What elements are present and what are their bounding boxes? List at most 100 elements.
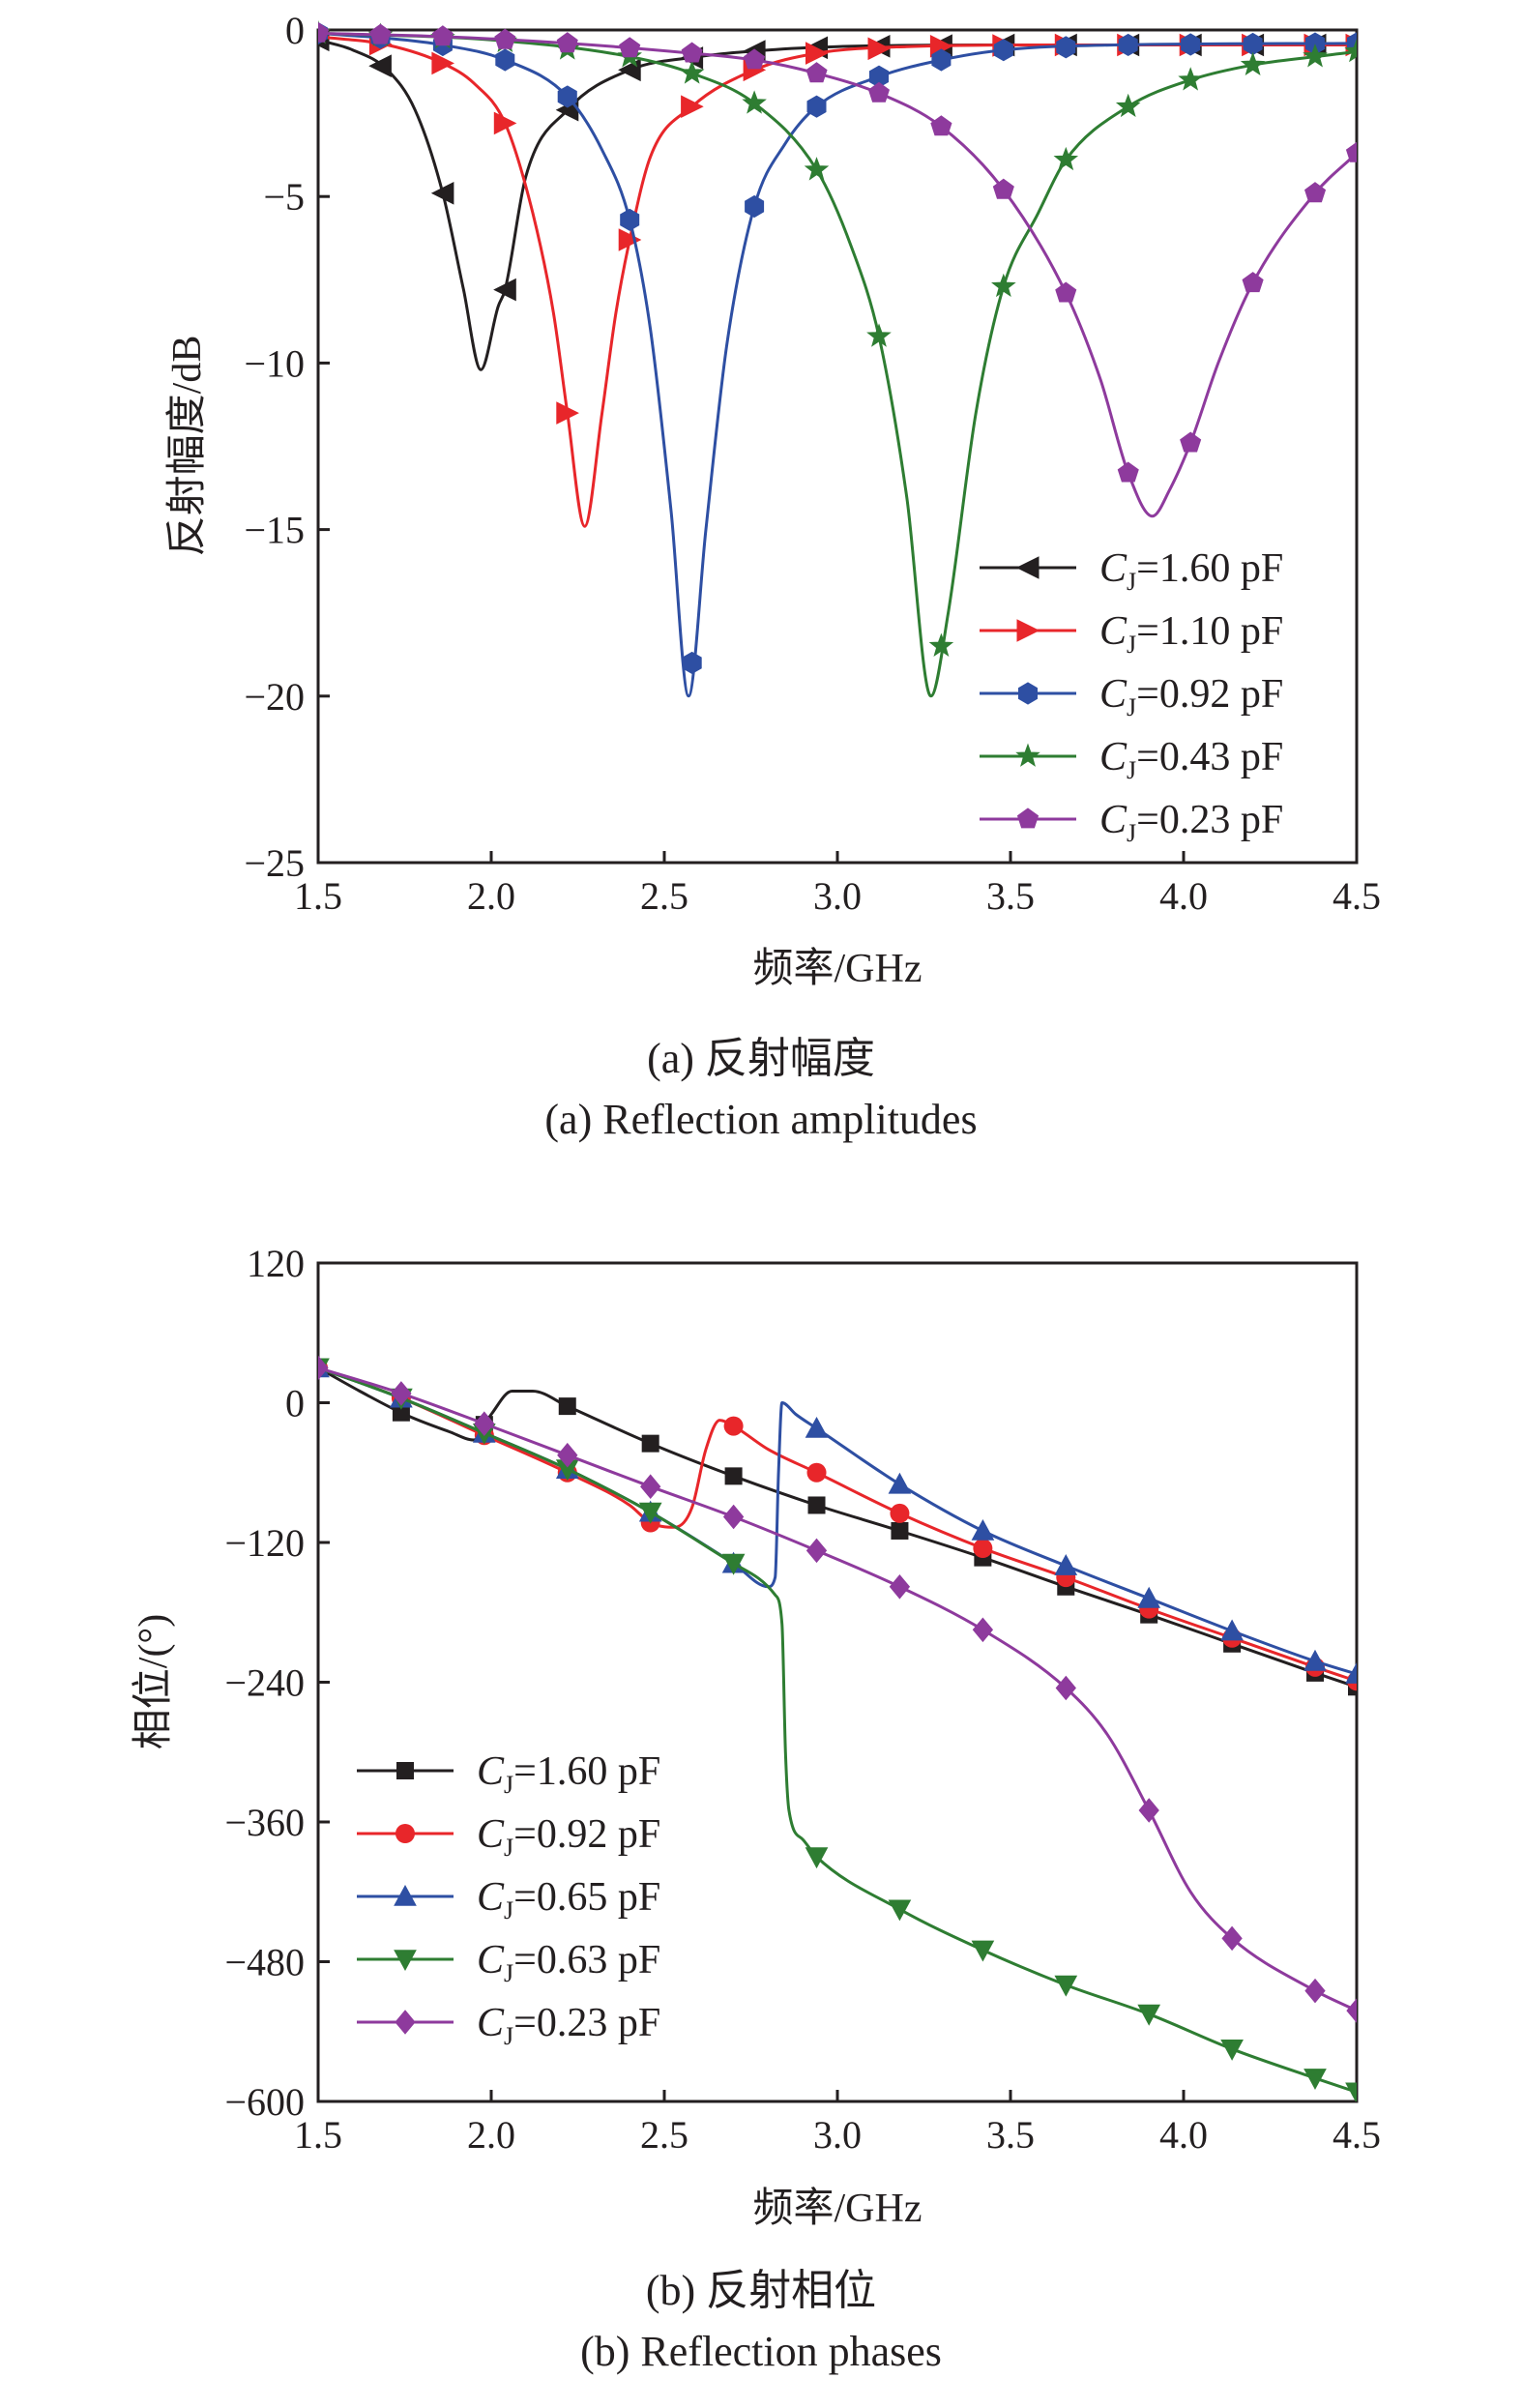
panel-a-legend-marker — [1015, 743, 1040, 767]
panel-a-series-marker — [866, 323, 892, 347]
panel-b-series-marker — [891, 1521, 909, 1540]
panel-a-series-marker — [494, 28, 516, 49]
panel-b-legend-marker — [394, 1884, 417, 1906]
panel-a-series-marker — [556, 401, 579, 425]
panel-b-series-marker — [474, 1411, 495, 1436]
panel-a-series-4 — [318, 19, 1357, 698]
panel-a-series-marker — [991, 273, 1016, 298]
panel-a-series-marker — [867, 37, 892, 61]
panel-a-x-tick-label: 4.0 — [1159, 874, 1208, 918]
panel-b-series-2 — [318, 1358, 1357, 1691]
panel-b-series-marker — [1137, 2004, 1161, 2026]
panel-a-series-marker — [993, 39, 1013, 62]
panel-b-series-marker — [391, 1381, 412, 1406]
panel-a-series-marker — [431, 25, 454, 46]
panel-a-series-marker — [681, 42, 703, 63]
panel-b-series-marker — [888, 1472, 912, 1494]
panel-a-x-tick-label: 3.5 — [986, 874, 1035, 918]
panel-a-series-marker — [1243, 32, 1263, 56]
panel-a-series-marker — [867, 81, 890, 103]
panel-b-y-tick-label: 120 — [247, 1242, 305, 1285]
panel-b-series-marker — [971, 1518, 995, 1541]
panel-a-series-marker — [805, 42, 829, 65]
panel-a-series-marker — [495, 48, 515, 72]
panel-a-series-marker — [1344, 38, 1357, 63]
panel-a-series-marker — [493, 278, 516, 302]
panel-b-x-axis-label: 频率/GHz — [753, 2186, 923, 2231]
panel-a-x-tick-label: 3.0 — [813, 874, 862, 918]
panel-b-x-tick-label: 4.0 — [1159, 2113, 1208, 2157]
panel-b-x-tick-label: 1.5 — [294, 2113, 342, 2157]
panel-a-series-marker — [1304, 182, 1327, 203]
panel-b-series-marker — [1137, 1586, 1161, 1608]
panel-b-legend-label: CJ=0.23 pF — [477, 2001, 660, 2050]
panel-b-series-marker — [557, 1442, 578, 1468]
panel-a-x-tick-label: 4.5 — [1333, 874, 1381, 918]
panel-a-x-tick-label: 2.0 — [467, 874, 515, 918]
panel-b-series-marker — [721, 1553, 746, 1575]
panel-a-amplitude-chart: 频率/GHz 反射幅度/dB (a) 反射幅度 (a) Reflection a… — [165, 9, 1381, 1143]
panel-b-series-marker — [1345, 2082, 1357, 2101]
panel-b-series-marker — [973, 1539, 993, 1559]
panel-a-legend-label: CJ=1.60 pF — [1099, 546, 1283, 596]
panel-b-series-marker — [888, 1899, 912, 1922]
panel-a-series-marker — [618, 58, 641, 82]
panel-b-series-marker — [722, 1504, 745, 1530]
panel-b-series-marker — [890, 1503, 910, 1523]
panel-b-y-axis-label: 相位/(°) — [131, 1614, 176, 1749]
panel-a-series-marker — [1242, 272, 1264, 293]
panel-a-legend-label: CJ=0.92 pF — [1099, 672, 1283, 721]
panel-a-series-2 — [318, 30, 1357, 528]
panel-a-y-tick-label: −10 — [244, 341, 305, 385]
panel-b-y-tick-label: −360 — [224, 1801, 305, 1844]
panel-a-y-tick-label: −15 — [244, 509, 305, 552]
panel-a-y-axis-label: 反射幅度/dB — [165, 336, 210, 557]
panel-a-series-marker — [1115, 93, 1141, 118]
panel-a-series-marker — [1053, 146, 1079, 171]
panel-b-phase-chart: 频率/GHz 相位/(°) (b) 反射相位 (b) Reflection ph… — [131, 1242, 1381, 2375]
panel-b-series-marker — [971, 1940, 995, 1962]
panel-b-x-tick-label: 3.5 — [986, 2113, 1035, 2157]
panel-a-series-5 — [318, 21, 1357, 518]
panel-b-series-marker — [1220, 2040, 1244, 2061]
panel-b-legend-label: CJ=0.92 pF — [477, 1812, 660, 1862]
panel-a-legend: CJ=1.60 pF CJ=1.10 pF CJ=0.92 pF CJ=0.43 pF… — [980, 546, 1283, 847]
panel-a-y-tick-label: −20 — [244, 675, 305, 719]
panel-a-legend-label: CJ=1.10 pF — [1099, 609, 1283, 659]
panel-a-series-marker — [992, 178, 1014, 199]
panel-a-series-marker — [556, 32, 578, 53]
panel-b-legend-marker — [394, 1950, 417, 1972]
panel-a-series-line — [318, 35, 1357, 528]
panel-a-series-3 — [318, 21, 1357, 698]
panel-b-legend-label: CJ=0.65 pF — [477, 1875, 660, 1924]
panel-b-series-marker — [889, 1574, 911, 1600]
panel-a-series-marker — [1178, 67, 1203, 91]
panel-a-legend-marker — [1016, 808, 1040, 829]
panel-a-y-tick-label: −25 — [244, 841, 305, 885]
panel-a-series-marker — [369, 23, 392, 44]
panel-b-series-marker — [1054, 1975, 1078, 1997]
panel-b-series-marker — [723, 1416, 744, 1436]
panel-b-series-marker — [724, 1467, 743, 1485]
panel-b-x-tick-label: 2.5 — [640, 2113, 688, 2157]
panel-a-y-tick-label: −5 — [263, 175, 305, 219]
panel-a-series-marker — [1118, 33, 1138, 56]
panel-b-legend-marker — [395, 2010, 416, 2035]
panel-a-x-axis-label: 频率/GHz — [753, 946, 923, 991]
panel-b-series-marker — [1221, 1925, 1243, 1952]
panel-a-series-marker — [742, 90, 767, 114]
panel-a-legend-marker — [1018, 682, 1038, 705]
panel-a-series-marker — [744, 48, 766, 70]
panel-b-series-marker — [641, 1434, 659, 1453]
panel-a-caption-cn: (a) 反射幅度 — [647, 1035, 875, 1082]
panel-a-series-marker — [681, 95, 704, 119]
panel-a-legend-marker — [1016, 619, 1040, 642]
panel-b-series-marker — [318, 1355, 329, 1381]
panel-b-series-marker — [807, 1496, 826, 1514]
panel-b-series-marker — [1304, 1978, 1326, 2004]
panel-b-caption-cn: (b) 反射相位 — [646, 2267, 876, 2314]
panel-b-y-tick-label: −600 — [224, 2080, 305, 2124]
panel-b-series-marker — [805, 1416, 829, 1438]
panel-b-series-marker — [805, 1538, 828, 1564]
